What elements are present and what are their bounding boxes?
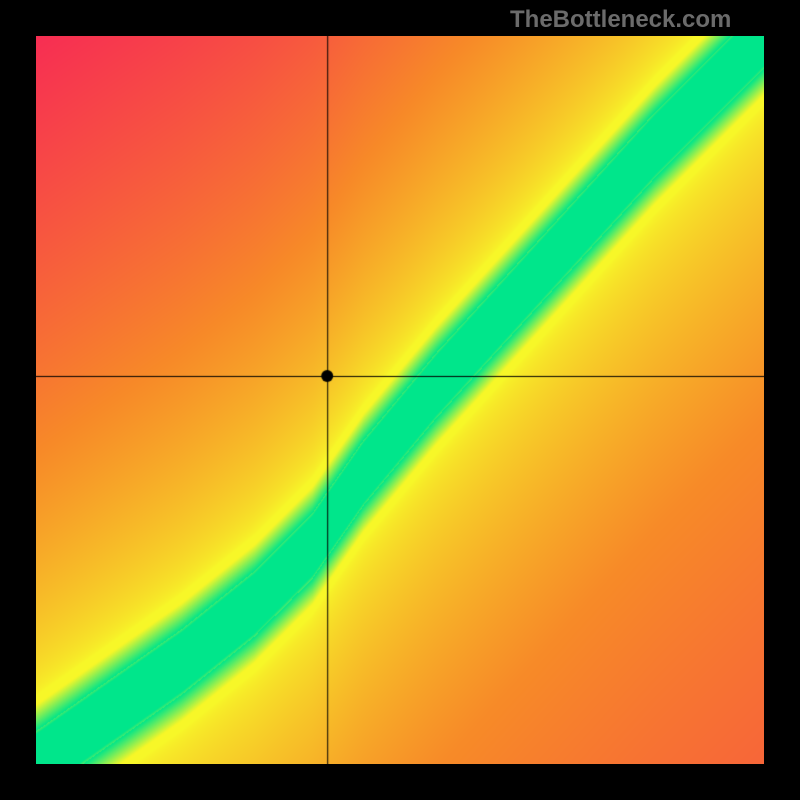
heatmap-canvas — [36, 36, 764, 764]
heatmap-plot-area — [36, 36, 764, 764]
watermark-text: TheBottleneck.com — [510, 6, 731, 34]
chart-frame: TheBottleneck.com — [0, 0, 800, 800]
